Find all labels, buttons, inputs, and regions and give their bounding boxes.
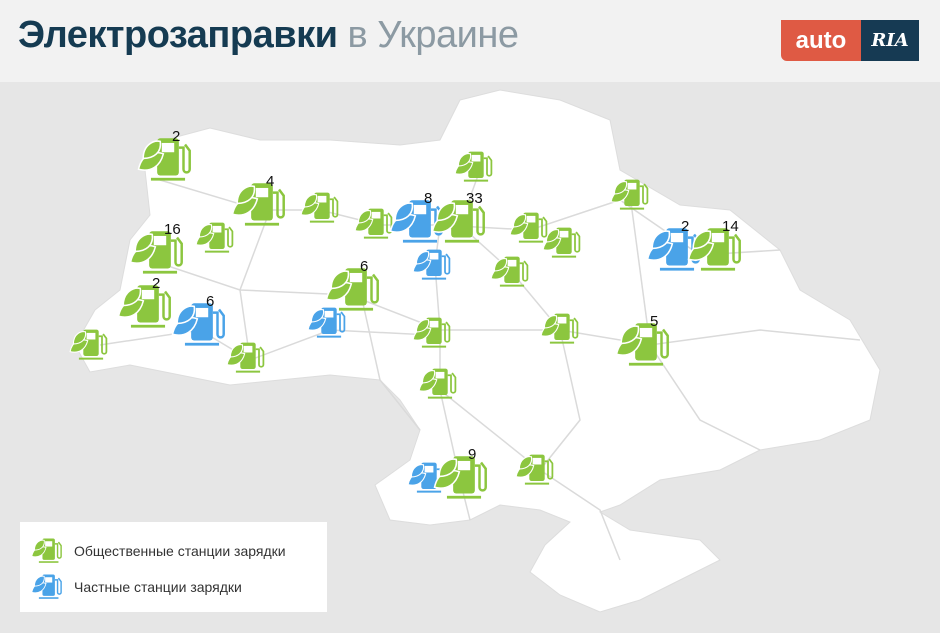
legend: Общественные станции зарядки Частные ста… (20, 522, 327, 612)
legend-public: Общественные станции зарядки (30, 534, 286, 568)
station-count: 16 (164, 221, 181, 238)
header: Электрозаправки в Украине auto RIA (0, 0, 940, 82)
title-bold: Электрозаправки (18, 14, 338, 56)
station-count: 2 (152, 275, 160, 292)
page-title: Электрозаправки в Украине (18, 14, 519, 57)
title-light: в Украине (347, 14, 519, 56)
logo-ria: RIA (861, 20, 919, 61)
station-count: 8 (424, 190, 432, 207)
private-station-icon (31, 573, 62, 600)
logo-auto: auto (781, 20, 861, 61)
autoria-logo[interactable]: auto RIA (781, 20, 919, 61)
country-outline (74, 89, 881, 613)
station-count: 14 (722, 218, 739, 235)
legend-public-label: Общественные станции зарядки (74, 543, 286, 559)
station-count: 6 (360, 258, 368, 275)
public-station-icon (31, 537, 62, 564)
roads (99, 169, 861, 561)
legend-private-label: Частные станции зарядки (74, 579, 242, 595)
station-count: 6 (206, 293, 214, 310)
station-count: 9 (468, 446, 476, 463)
station-count: 4 (266, 173, 274, 190)
station-count: 2 (172, 128, 180, 145)
station-count: 33 (466, 190, 483, 207)
station-count: 5 (650, 313, 658, 330)
legend-private: Частные станции зарядки (30, 570, 242, 604)
station-count: 2 (681, 218, 689, 235)
